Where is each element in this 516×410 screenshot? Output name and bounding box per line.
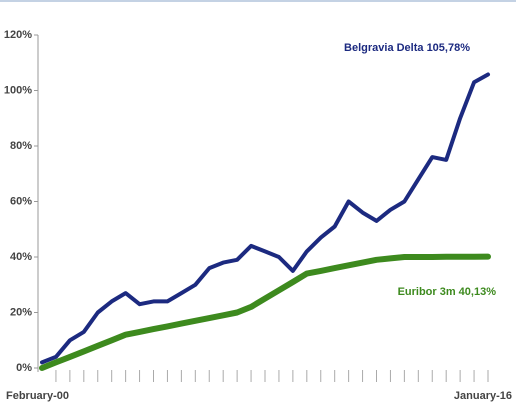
series-line	[39, 253, 491, 371]
x-tick-label: February-00	[6, 390, 69, 402]
series-label: Euribor 3m 40,13%	[398, 286, 497, 298]
y-tick-label: 120%	[4, 29, 32, 41]
y-tick-label: 20%	[10, 306, 32, 318]
y-tick-label: 80%	[10, 140, 32, 152]
series-line	[40, 72, 490, 365]
y-tick-label: 60%	[10, 195, 32, 207]
y-tick-label: 40%	[10, 251, 32, 263]
y-tick-label: 0%	[16, 362, 32, 374]
series-label: Belgravia Delta 105,78%	[344, 42, 470, 54]
x-tick-label: January-16	[454, 390, 512, 402]
y-tick-label: 100%	[4, 84, 32, 96]
